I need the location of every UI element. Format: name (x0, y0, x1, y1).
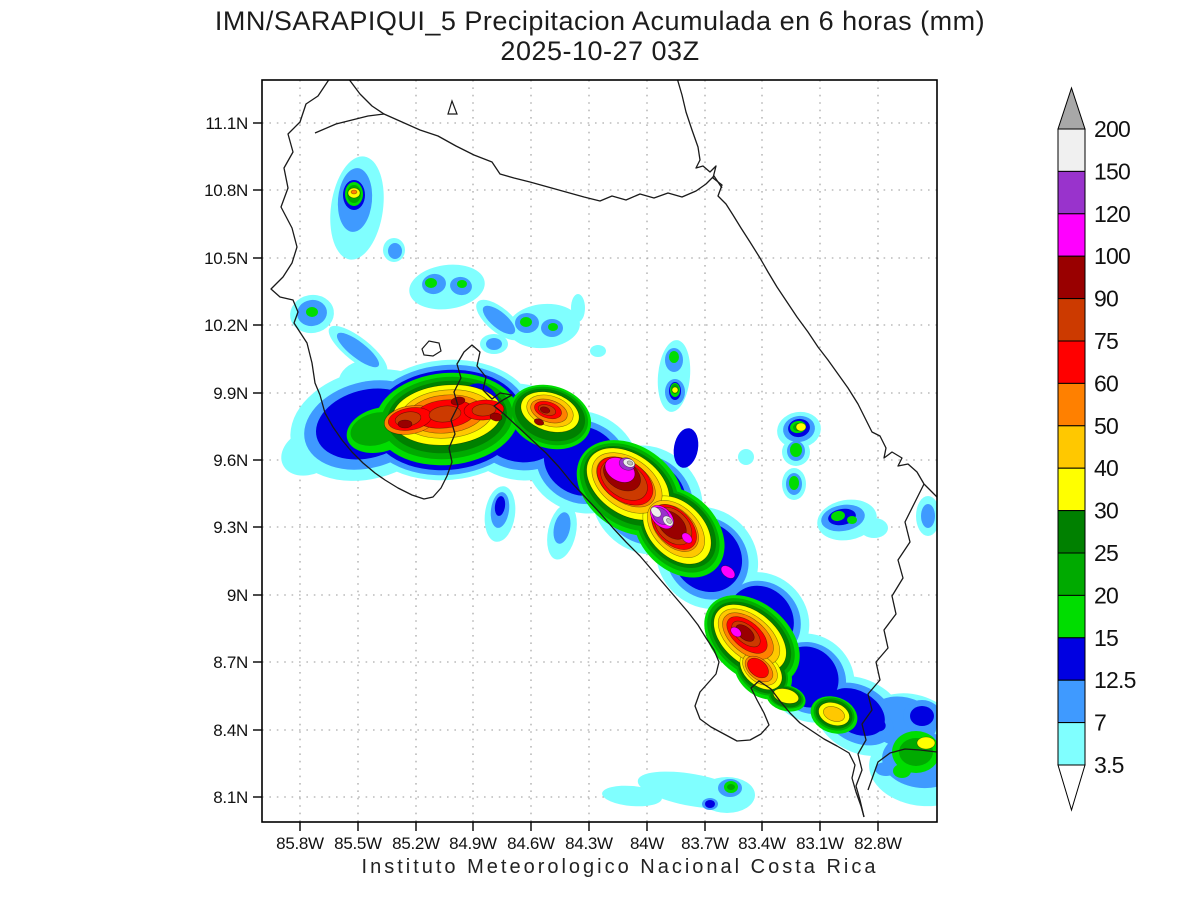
colorbar-over-arrow (1057, 86, 1086, 130)
lon-tick-label: 83.4W (738, 834, 786, 853)
lat-tick-label: 8.1N (213, 788, 248, 807)
colorbar-segment (1057, 637, 1086, 681)
lat-tick-label: 8.7N (213, 653, 248, 672)
page-title: IMN/SARAPIQUI_5 Precipitacion Acumulada … (214, 6, 986, 36)
lon-tick-label: 85.8W (276, 834, 324, 853)
lon-tick-label: 85.2W (392, 834, 440, 853)
colorbar-label: 7 (1094, 710, 1106, 736)
colorbar-label: 90 (1094, 286, 1118, 312)
axes-frame: 11.1N 10.8N 10.5N 10.2N 9.9N 9.6N 9.3N 9N 8.7N 8.… (204, 79, 938, 853)
colorbar-segment (1057, 255, 1086, 300)
lon-tick-label: 85.5W (334, 834, 382, 853)
lon-tick-label: 83.7W (681, 834, 729, 853)
colorbar-segment (1057, 382, 1086, 427)
colorbar-label: 25 (1094, 540, 1118, 566)
precip-level-200 (626, 460, 672, 524)
lat-tick-label: 9.3N (213, 518, 248, 537)
colorbar-label: 75 (1094, 328, 1118, 354)
colorbar-legend: 200 150 120 100 90 75 60 50 40 30 25 20 15 12.5 7 3.5 (1057, 86, 1136, 812)
lon-tick-label: 84.6W (507, 834, 555, 853)
colorbar-under-arrow (1057, 764, 1086, 812)
colorbar-label: 15 (1094, 625, 1118, 651)
colorbar-segment (1057, 298, 1086, 342)
lon-tick-label: 84.9W (449, 834, 497, 853)
footer-credit: Instituto Meteorologico Nacional Costa R… (361, 856, 879, 878)
colorbar-label: 12.5 (1094, 667, 1136, 693)
lat-tick-label: 9N (227, 586, 248, 605)
colorbar-label: 100 (1094, 243, 1130, 269)
colorbar-segment (1057, 552, 1086, 596)
colorbar-label: 50 (1094, 413, 1118, 439)
colorbar-segment (1057, 722, 1086, 766)
colorbar-label: 200 (1094, 116, 1130, 142)
lat-tick-label: 9.6N (213, 451, 248, 470)
colorbar-label: 3.5 (1094, 752, 1124, 778)
colorbar-segment (1057, 594, 1086, 639)
precipitation-shading (281, 156, 937, 813)
colorbar-label: 120 (1094, 201, 1130, 227)
lat-tick-label: 11.1N (205, 114, 248, 133)
lon-tick-label: 83.1W (796, 834, 844, 853)
colorbar-segment (1057, 425, 1086, 469)
colorbar-segment (1057, 128, 1086, 172)
colorbar-segment (1057, 510, 1086, 554)
lon-tick-label: 84W (630, 834, 664, 853)
lat-tick-label: 10.2N (204, 316, 248, 335)
lat-tick-label: 10.8N (204, 181, 248, 200)
chart-datetime: 2025-10-27 03Z (500, 36, 700, 66)
lat-tick-label: 10.5N (204, 249, 248, 268)
colorbar-segment (1057, 467, 1086, 512)
colorbar-segment (1057, 679, 1086, 724)
colorbar-label: 30 (1094, 498, 1118, 524)
colorbar-segment (1057, 170, 1086, 215)
colorbar-segment (1057, 213, 1086, 257)
lon-tick-label: 84.3W (565, 834, 613, 853)
lon-tick-label: 82.8W (854, 834, 902, 853)
colorbar-segment (1057, 340, 1086, 384)
lat-tick-label: 8.4N (213, 721, 248, 740)
colorbar-label: 20 (1094, 582, 1118, 608)
lat-tick-label: 9.9N (213, 384, 248, 403)
colorbar-label: 40 (1094, 455, 1118, 481)
colorbar-label: 60 (1094, 370, 1118, 396)
coastline-borders (270, 80, 937, 818)
colorbar-label: 150 (1094, 158, 1130, 184)
